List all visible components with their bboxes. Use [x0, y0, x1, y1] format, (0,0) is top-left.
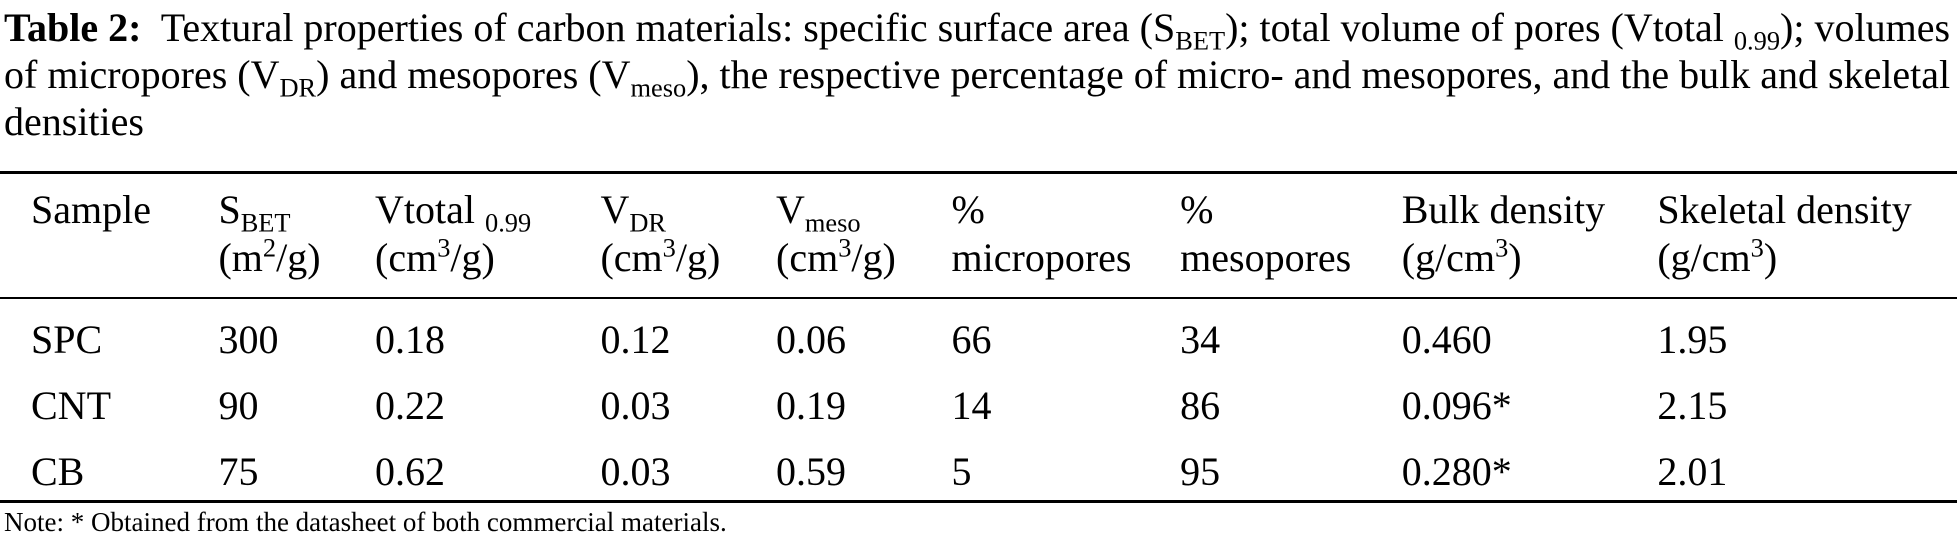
- table-cell: 0.460: [1401, 317, 1492, 362]
- caption-text: ) and mesopores (V: [316, 52, 631, 97]
- table-cell: 86: [1180, 383, 1221, 428]
- table-cell: 34: [1180, 317, 1221, 362]
- table-row: SPC 300 0.18 0.12 0.06 66 34 0.460 1.95: [0, 304, 1957, 374]
- table-cell: 2.15: [1657, 383, 1728, 428]
- table-caption: Table 2: Textural properties of carbon m…: [4, 4, 1954, 145]
- table-footnote: Note: * Obtained from the datasheet of b…: [4, 507, 727, 537]
- table-cell: 0.03: [600, 449, 671, 494]
- caption-text: Textural properties of carbon materials:…: [160, 5, 1176, 50]
- table-cell: 300: [218, 317, 279, 362]
- header-mesopores: % mesopores: [1180, 187, 1352, 280]
- table-cell: 5: [951, 449, 972, 494]
- table-row: CNT 90 0.22 0.03 0.19 14 86 0.096* 2.15: [0, 374, 1957, 440]
- table-cell: 0.22: [375, 383, 446, 428]
- table-cell: CNT: [31, 383, 111, 428]
- caption-text: ); total volume of pores (Vtotal: [1225, 5, 1734, 50]
- header-vmeso: Vmeso (cm3/g): [776, 187, 896, 280]
- table-cell: 75: [218, 449, 259, 494]
- table-cell: 14: [951, 383, 992, 428]
- caption-subscript: DR: [279, 72, 317, 103]
- table-top-rule: [0, 171, 1957, 174]
- header-vtotal: Vtotal 0.99 (cm3/g): [375, 187, 532, 280]
- table-cell: 95: [1180, 449, 1221, 494]
- table-cell: 0.18: [375, 317, 446, 362]
- caption-label: Table 2:: [4, 5, 142, 50]
- table-cell: 90: [218, 383, 259, 428]
- textural-properties-table: Sample SBET (m2/g) Vtotal 0.99 (cm3/g) VDR…: [0, 180, 1957, 506]
- header-sample: Sample: [31, 187, 151, 232]
- table-cell: 0.280*: [1401, 449, 1512, 494]
- caption-subscript: 0.99: [1733, 25, 1781, 56]
- table-cell: 0.06: [776, 317, 846, 362]
- table-row: CB 75 0.62 0.03 0.59 5 95 0.280* 2.01: [0, 440, 1957, 506]
- header-vdr: VDR (cm3/g): [600, 187, 721, 280]
- table-cell: 0.03: [600, 383, 671, 428]
- table-cell: 1.95: [1657, 317, 1728, 362]
- table-cell: 0.096*: [1401, 383, 1512, 428]
- table-cell: 0.62: [375, 449, 446, 494]
- table-cell: 66: [951, 317, 992, 362]
- table-cell: 0.19: [776, 383, 846, 428]
- table-cell: 2.01: [1657, 449, 1728, 494]
- table-header-row: Sample SBET (m2/g) Vtotal 0.99 (cm3/g) VDR…: [0, 180, 1957, 304]
- table-cell: SPC: [31, 317, 103, 362]
- caption-subscript: BET: [1175, 25, 1226, 56]
- caption-text: ), the respective percentage of micro- a…: [4, 52, 1951, 144]
- table-bottom-rule: [0, 500, 1957, 503]
- header-sbet: SBET (m2/g): [218, 187, 321, 280]
- table-cell: CB: [31, 449, 85, 494]
- header-skeletal-density: Skeletal density (g/cm3): [1657, 187, 1912, 280]
- caption-text: ); volumes of micropores (V: [4, 5, 1951, 97]
- table-cell: 0.59: [776, 449, 846, 494]
- caption-subscript: meso: [630, 72, 687, 103]
- header-bulk-density: Bulk density (g/cm3): [1401, 187, 1606, 280]
- table-header-rule: [0, 297, 1957, 299]
- table-cell: 0.12: [600, 317, 671, 362]
- header-micropores: % micropores: [951, 187, 1132, 280]
